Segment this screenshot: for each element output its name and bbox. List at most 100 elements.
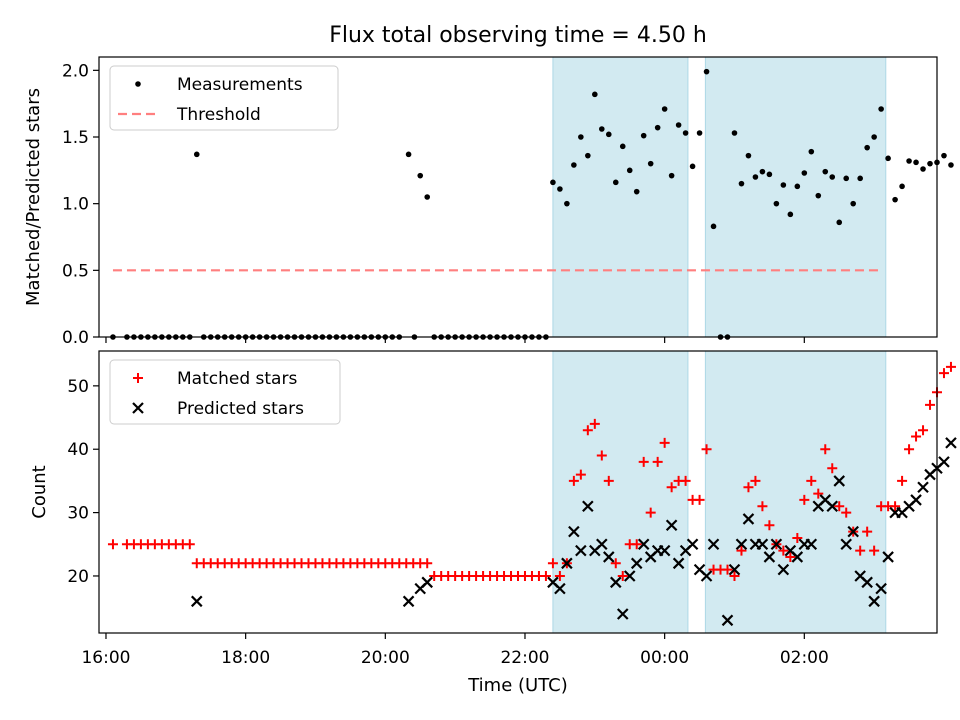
ratio-legend-box [109,65,339,131]
predicted-stars-point [402,595,415,608]
measurement-point [829,174,836,180]
measurement-point [857,175,863,182]
ratio-y-tick-label: 0.5 [62,261,89,281]
matched-stars-point [582,425,593,436]
predicted-stars-point [875,582,887,595]
measurement-point [927,160,933,167]
ratio-y-tick-label: 1.5 [62,128,89,148]
matched-stars-point [736,545,747,556]
count-x-tick-label: 16:00 [81,648,130,668]
predicted-stars-point [917,481,929,494]
count-marks [107,361,957,627]
measurement-point [843,175,850,182]
count-shaded-intervals [552,350,887,634]
measurement-point [948,162,954,168]
predicted-stars-point [945,437,957,449]
matched-stars-point [631,539,642,550]
ratio-y-tick-label: 0.0 [62,328,89,348]
matched-stars-point [925,399,936,410]
ratio-y-axis-label: Matched/Predicted stars [23,88,44,306]
matched-stars-point [610,558,621,569]
measurement-point [550,179,556,186]
predicted-stars-point [575,544,587,557]
predicted-stars-point [728,563,741,576]
measurement-point [703,68,710,75]
matched-stars-point [680,475,691,486]
chart-title: Flux total observing time = 4.50 h [329,23,707,48]
predicted-stars-point [756,538,769,551]
matched-stars-point [806,475,817,486]
measurement-point [626,167,633,174]
matched-stars-point [554,570,565,581]
measurement-point [773,200,780,207]
count-x-tick-label: 02:00 [780,648,829,668]
measurement-point [585,152,591,159]
ratio-observing-band-2 [704,56,887,338]
ratio-legend: Measurements Threshold [109,65,339,131]
measurement-point [193,151,200,158]
matched-stars-point [596,450,607,461]
predicted-stars-point [847,525,859,538]
matched-stars-point [645,507,656,518]
matched-stars-point [862,526,873,537]
measurement-point [417,172,424,179]
legend-label-measurements: Measurements [177,75,303,95]
measurement-point [864,144,870,151]
predicted-stars-point [554,582,566,595]
measurement-point [871,134,877,140]
predicted-stars-point [686,538,699,551]
matched-stars-point [729,570,740,581]
measurement-point [647,160,654,167]
predicted-stars-point [623,570,636,582]
matched-stars-point [617,570,628,581]
measurement-point [745,152,752,159]
measurement-point [787,211,794,218]
matched-stars-point [799,494,810,505]
matched-stars-point [820,444,831,455]
predicted-stars-point [910,494,922,506]
measurement-point [738,180,745,187]
predicted-stars-point [735,538,748,551]
count-legend-box [109,359,341,425]
measurement-point [878,106,884,112]
count-y-axis: 20 30 40 50 [67,377,99,587]
count-observing-band-1 [552,350,689,634]
predicted-stars-point [770,538,783,551]
measurement-point [682,130,689,136]
matched-stars-point [540,570,551,581]
count-x-axis-label: Time (UTC) [467,675,568,696]
measurement-point [633,188,640,195]
matched-stars-point [911,431,922,442]
matched-stars-point [904,444,915,455]
matched-stars-point [938,368,949,379]
measurement-point [892,196,898,203]
legend-label-predicted-stars: Predicted stars [177,399,304,419]
predicted-stars-point [637,538,650,551]
matched-stars-point [184,539,195,550]
predicted-stars-point [630,557,643,570]
measurement-point [661,106,668,112]
measurement-point [780,182,787,188]
count-x-tick-label: 00:00 [640,648,689,668]
measurement-point [578,134,584,140]
matched-stars-point [897,475,908,486]
matched-stars-point [701,444,712,455]
count-y-axis-label: Count [29,465,50,518]
matched-stars-point [890,501,901,512]
matched-stars-point [638,456,649,467]
predicted-stars-point [190,595,203,608]
count-y-tick-label: 50 [67,377,89,397]
predicted-stars-point [700,570,713,582]
ratio-y-tick-label: 2.0 [62,61,89,81]
predicted-stars-point [742,513,755,525]
predicted-stars-point [791,551,804,563]
count-y-tick-label: 40 [67,440,89,460]
ratio-plot-frame [98,56,938,338]
measurement-point [913,159,919,166]
count-plot-frame [98,350,938,634]
predicted-stars-point [561,557,573,570]
predicted-stars-point [665,519,678,532]
predicted-stars-point [707,538,720,551]
matched-stars-point [722,564,733,575]
